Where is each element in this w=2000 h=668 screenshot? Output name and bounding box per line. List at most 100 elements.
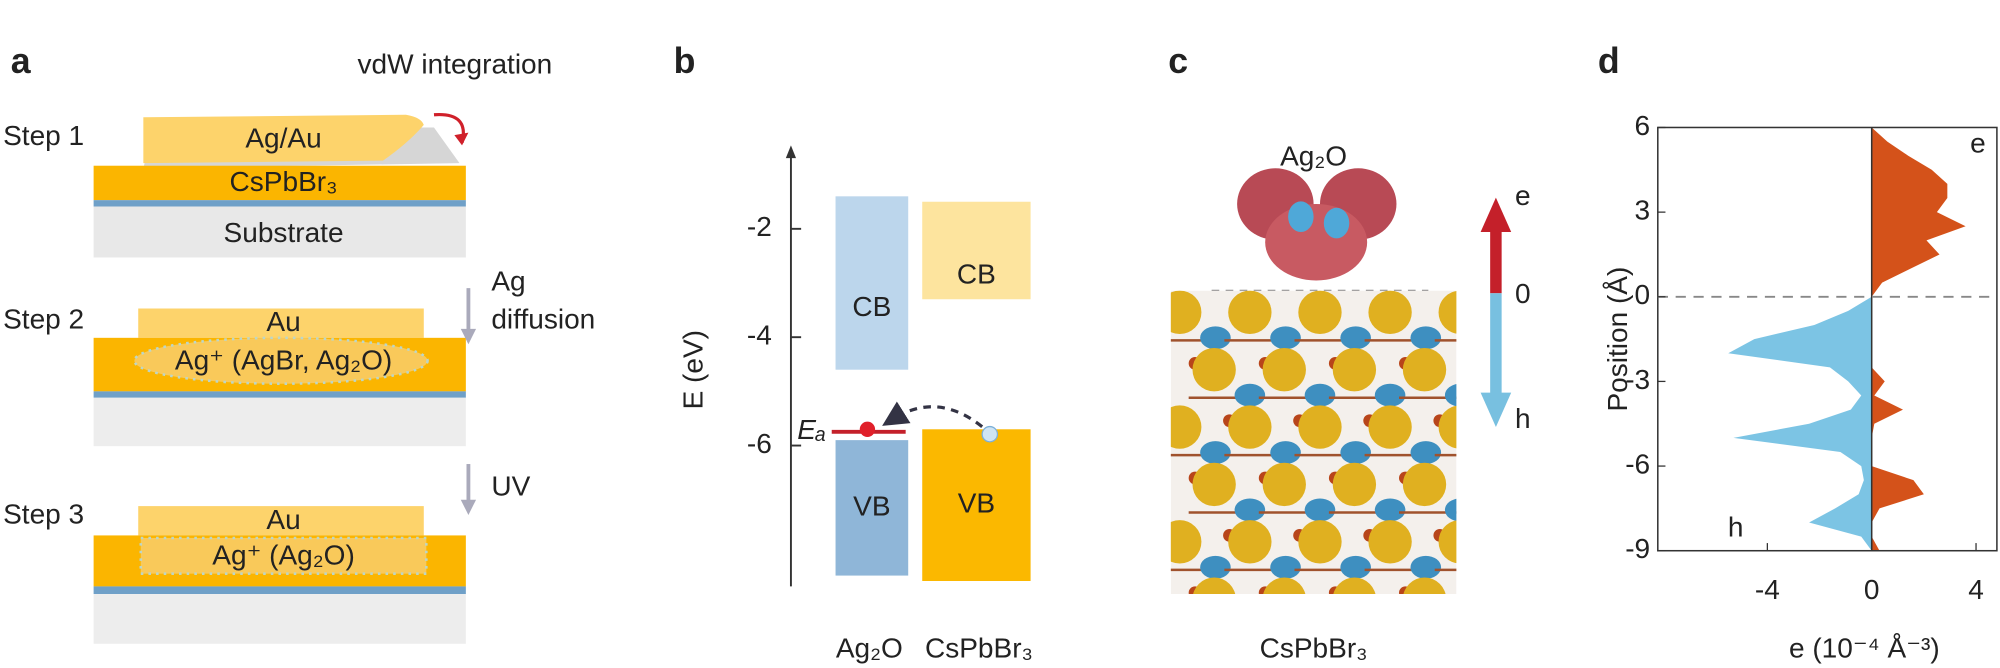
density-area xyxy=(1728,127,1872,551)
band xyxy=(922,429,1031,581)
panel-a-shapes xyxy=(93,113,477,644)
cs-atom xyxy=(1332,348,1377,392)
cs-atom xyxy=(1170,405,1202,449)
density-blob xyxy=(1270,441,1301,465)
density-blob xyxy=(1200,555,1231,579)
atoms xyxy=(1170,290,1546,657)
electron xyxy=(859,421,876,437)
layer-label: Substrate xyxy=(224,217,344,248)
br-atom xyxy=(1469,357,1482,370)
arrow-label: h xyxy=(1515,403,1531,434)
density-blob xyxy=(1234,383,1266,407)
axis-label: E (eV) xyxy=(678,330,709,409)
density-blob xyxy=(1200,326,1231,350)
cs-atom xyxy=(1403,577,1446,595)
step-label: Step 1 xyxy=(3,120,84,151)
density-blob xyxy=(1444,498,1457,522)
cs-atom xyxy=(1262,348,1306,392)
cs-atom xyxy=(1298,520,1342,564)
series-label: e xyxy=(1970,128,1986,159)
x-tick-label: -4 xyxy=(1755,574,1780,605)
cs-atom xyxy=(1262,462,1306,507)
density-blob xyxy=(1444,384,1457,407)
plot-frame xyxy=(1657,126,1998,552)
band xyxy=(835,196,909,370)
arrow-label: 0 xyxy=(1515,278,1531,309)
transition-label: diffusion xyxy=(491,304,595,335)
cs-atom xyxy=(1473,463,1516,506)
step-label: Step 2 xyxy=(3,304,84,335)
density-blob xyxy=(1375,613,1406,636)
density-blob xyxy=(1481,441,1512,464)
cs-atom xyxy=(1170,290,1202,334)
y-tick-label: -6 xyxy=(1625,448,1650,479)
y-tick-label: -9 xyxy=(1625,533,1650,564)
hole xyxy=(981,425,999,443)
transfer-arrow xyxy=(882,401,984,428)
layer-label: Ag/Au xyxy=(245,123,321,154)
level-label: Eₐ xyxy=(797,414,826,445)
y-tick-label: 3 xyxy=(1635,195,1651,226)
density-blob xyxy=(1410,326,1442,350)
series-label: h xyxy=(1728,511,1744,542)
density-blob xyxy=(1481,556,1512,579)
cs-atom xyxy=(1193,577,1236,595)
br-atom xyxy=(1433,644,1446,657)
y-tick-label: 6 xyxy=(1635,110,1651,141)
y-tick-label: 0 xyxy=(1635,279,1651,310)
cs-atom xyxy=(1438,520,1457,564)
transition-label: UV xyxy=(491,471,530,502)
density-blob xyxy=(1515,498,1546,521)
band xyxy=(835,440,909,576)
arrow-label: e xyxy=(1515,180,1531,211)
density-blob xyxy=(1234,498,1266,522)
band-label: CB xyxy=(957,258,996,289)
cs-atom xyxy=(1438,290,1457,334)
density-blob xyxy=(1374,498,1406,522)
density-blob xyxy=(1410,441,1442,465)
density-blob xyxy=(1304,498,1336,522)
panel-c-shapes xyxy=(1170,168,1546,657)
br-atom xyxy=(1504,529,1517,542)
density-blob xyxy=(1374,383,1406,407)
layer-label: Au xyxy=(266,306,300,337)
y-tick-label: -4 xyxy=(747,320,772,351)
cs-atom xyxy=(1402,348,1447,392)
density-area xyxy=(1871,127,1966,551)
band xyxy=(922,201,1031,300)
panel-label: c xyxy=(1168,41,1188,81)
structure-label: CsPbBr₃ xyxy=(1260,633,1368,664)
layer-label: Au xyxy=(266,504,300,535)
cs-atom xyxy=(1228,405,1272,449)
cs-atom xyxy=(1263,577,1306,595)
density-blob xyxy=(1304,383,1336,407)
label: vdW integration xyxy=(357,49,552,80)
band-label: VB xyxy=(958,488,995,519)
cs-atom xyxy=(1402,462,1447,507)
panel-label: a xyxy=(11,41,32,81)
material-label: Ag₂O xyxy=(836,633,903,664)
density-blob xyxy=(1270,555,1301,579)
band-label: CB xyxy=(852,291,891,322)
panel-label: b xyxy=(674,41,696,81)
density-blob xyxy=(1410,555,1442,579)
cs-atom xyxy=(1438,405,1457,449)
cs-atom xyxy=(1228,520,1272,564)
layer-label: Ag⁺ (Ag₂O) xyxy=(212,539,355,570)
panel-label: d xyxy=(1598,41,1620,81)
density-blob xyxy=(1340,326,1371,350)
density-blob xyxy=(1270,326,1301,350)
br-atom xyxy=(1469,472,1482,485)
x-tick-label: 4 xyxy=(1968,574,1984,605)
cs-atom xyxy=(1332,462,1377,507)
density-blob xyxy=(1200,441,1231,465)
x-tick-label: 0 xyxy=(1864,574,1880,605)
cs-atom xyxy=(1298,290,1342,334)
step-label: Step 3 xyxy=(3,499,84,530)
layer-label: Ag⁺ (AgBr, Ag₂O) xyxy=(175,344,392,375)
br-atom xyxy=(1469,586,1482,599)
cs-atom xyxy=(1192,462,1236,507)
cs-atom xyxy=(1333,577,1376,595)
density-blob xyxy=(1515,613,1546,636)
